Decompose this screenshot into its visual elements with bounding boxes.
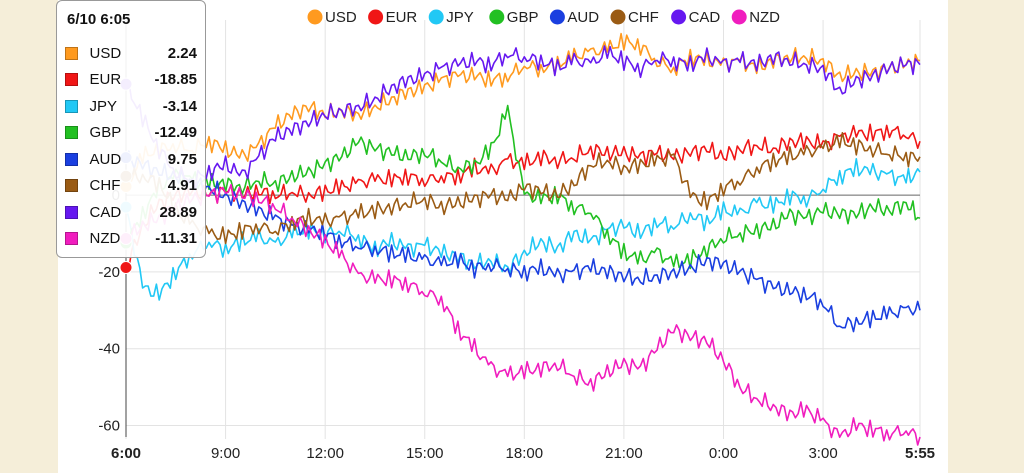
series-line-cad <box>125 45 921 189</box>
series-lines <box>125 32 921 446</box>
tooltip-series-value: 9.75 <box>167 150 197 168</box>
legend-label: JPY <box>446 9 474 26</box>
tooltip-swatch <box>65 232 78 246</box>
x-tick-label: 9:00 <box>211 445 240 462</box>
series-line-usd <box>125 32 921 187</box>
hover-tooltip: 6/10 6:05 USD 2.24 EUR -18.85 JPY -3.14 GBP -12… <box>56 0 206 258</box>
tooltip-series-value: 4.91 <box>167 177 197 195</box>
tooltip-swatch <box>65 46 78 60</box>
x-tick-label: 18:00 <box>506 445 544 462</box>
tooltip-swatch <box>65 205 78 219</box>
tooltip-row-usd: USD 2.24 <box>65 40 197 67</box>
series-line-jpy <box>125 158 921 301</box>
legend-marker <box>489 9 505 25</box>
legend-label: USD <box>325 9 357 26</box>
legend-marker <box>671 9 687 25</box>
hover-marker-eur <box>119 260 133 274</box>
legend-marker <box>368 9 384 25</box>
grid <box>125 20 921 439</box>
tooltip-row-cad: CAD 28.89 <box>65 199 197 226</box>
legend-item-eur[interactable]: EUR <box>368 9 417 26</box>
legend-marker <box>428 9 444 25</box>
series-line-aud <box>125 150 921 333</box>
tooltip-series-value: 28.89 <box>159 203 197 221</box>
tooltip-series-name: EUR <box>89 71 122 89</box>
x-tick-label: 3:00 <box>808 445 837 462</box>
tooltip-series-name: NZD <box>89 230 121 248</box>
tooltip-row-jpy: JPY -3.14 <box>65 93 197 120</box>
tooltip-series-name: JPY <box>89 97 118 115</box>
y-tick-label: -60 <box>98 417 120 434</box>
tooltip-title: 6/10 6:05 <box>67 11 131 28</box>
tooltip-rows: USD 2.24 EUR -18.85 JPY -3.14 GBP -12.49 AUD 9.75… <box>65 40 197 252</box>
tooltip-swatch <box>65 126 78 140</box>
legend-label: EUR <box>386 9 418 26</box>
tooltip-series-value: -3.14 <box>162 97 197 115</box>
series-line-nzd <box>125 183 921 446</box>
series-line-eur <box>125 123 921 270</box>
legend-item-aud[interactable]: AUD <box>549 9 599 26</box>
x-tick-label: 0:00 <box>709 445 738 462</box>
tooltip-series-value: -12.49 <box>154 124 197 142</box>
tooltip-series-name: AUD <box>89 150 122 168</box>
axes: 6:00 9:00 12:00 15:00 18:00 21:00 0:00 3:00 5:55… <box>98 20 935 462</box>
x-tick-label: 21:00 <box>605 445 643 462</box>
x-tick-label: 6:00 <box>111 445 141 462</box>
tooltip-row-chf: CHF 4.91 <box>65 173 197 200</box>
tooltip-row-eur: EUR -18.85 <box>65 67 197 94</box>
series-line-gbp <box>125 104 921 270</box>
legend-label: AUD <box>567 9 599 26</box>
legend-label: GBP <box>507 9 539 26</box>
tooltip-series-value: -11.31 <box>155 230 197 248</box>
legend-marker <box>731 9 747 25</box>
legend-item-usd[interactable]: USD <box>307 9 357 26</box>
tooltip-swatch <box>65 152 78 166</box>
legend-item-jpy[interactable]: JPY <box>428 9 474 26</box>
tooltip-series-name: GBP <box>89 124 122 142</box>
legend-label: CHF <box>628 9 659 26</box>
legend-item-cad[interactable]: CAD <box>671 9 720 26</box>
tooltip-series-name: USD <box>89 44 122 62</box>
tooltip-row-aud: AUD 9.75 <box>65 146 197 173</box>
tooltip-row-nzd: NZD -11.31 <box>65 226 197 253</box>
legend-marker <box>610 9 626 25</box>
tooltip-series-name: CHF <box>89 177 121 195</box>
legend-item-chf[interactable]: CHF <box>610 9 659 26</box>
series-line-chf <box>125 132 921 245</box>
chart-panel <box>58 0 948 473</box>
legend-item-gbp[interactable]: GBP <box>489 9 538 26</box>
tooltip-series-value: -18.85 <box>154 71 197 89</box>
tooltip-series-value: 2.24 <box>167 44 197 62</box>
legend-item-nzd[interactable]: NZD <box>731 9 780 26</box>
tooltip-series-name: CAD <box>89 203 122 221</box>
legend-marker <box>549 9 565 25</box>
legend-label: CAD <box>689 9 721 26</box>
tooltip-swatch <box>65 99 78 113</box>
y-tick-label: -20 <box>98 264 120 281</box>
tooltip-swatch <box>65 179 78 193</box>
legend-marker <box>307 9 323 25</box>
legend[interactable]: USD EUR JPY GBP AUD CHF CAD NZD <box>307 9 781 26</box>
x-tick-label: 12:00 <box>306 445 344 462</box>
tooltip-row-gbp: GBP -12.49 <box>65 120 197 147</box>
legend-label: NZD <box>749 9 780 26</box>
y-tick-label: -40 <box>98 341 120 358</box>
tooltip-swatch <box>65 73 78 87</box>
x-tick-label: 15:00 <box>406 445 444 462</box>
x-tick-label: 5:55 <box>905 445 935 462</box>
